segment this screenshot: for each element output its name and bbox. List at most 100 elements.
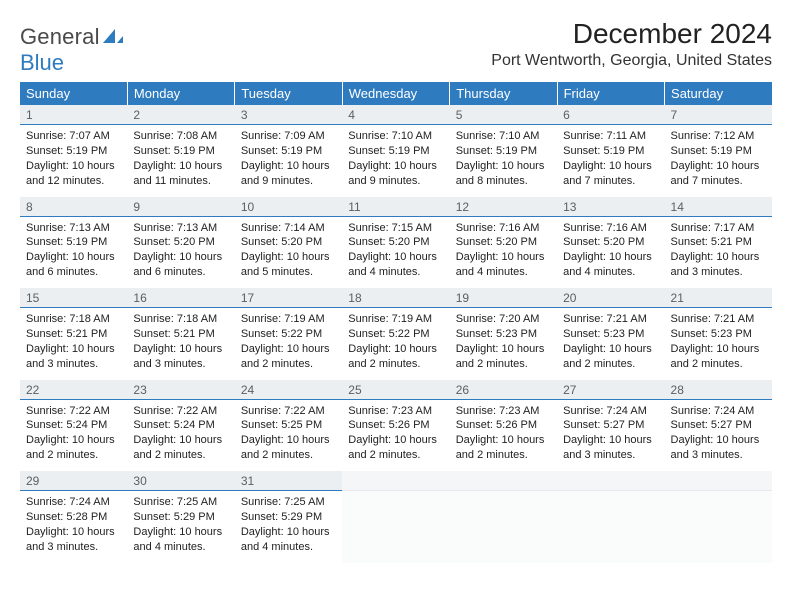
day-content-cell: Sunrise: 7:12 AMSunset: 5:19 PMDaylight:… bbox=[665, 125, 772, 197]
sunrise-line: Sunrise: 7:18 AM bbox=[133, 312, 228, 327]
daylight-line: Daylight: 10 hours and 2 minutes. bbox=[563, 342, 658, 372]
day-content-cell bbox=[557, 491, 664, 563]
sunrise-line: Sunrise: 7:13 AM bbox=[26, 221, 121, 236]
daylight-line: Daylight: 10 hours and 2 minutes. bbox=[456, 433, 551, 463]
day-content-row: Sunrise: 7:24 AMSunset: 5:28 PMDaylight:… bbox=[20, 491, 772, 563]
day-number-cell: 20 bbox=[557, 288, 664, 308]
sunrise-line: Sunrise: 7:14 AM bbox=[241, 221, 336, 236]
weekday-header: Thursday bbox=[450, 82, 557, 105]
sunrise-line: Sunrise: 7:10 AM bbox=[456, 129, 551, 144]
daylight-line: Daylight: 10 hours and 2 minutes. bbox=[456, 342, 551, 372]
day-number-cell: 21 bbox=[665, 288, 772, 308]
day-number-cell bbox=[450, 471, 557, 491]
sunrise-line: Sunrise: 7:07 AM bbox=[26, 129, 121, 144]
daylight-line: Daylight: 10 hours and 4 minutes. bbox=[133, 525, 228, 555]
weekday-header: Monday bbox=[127, 82, 234, 105]
daylight-line: Daylight: 10 hours and 3 minutes. bbox=[563, 433, 658, 463]
daylight-line: Daylight: 10 hours and 6 minutes. bbox=[133, 250, 228, 280]
day-content-cell: Sunrise: 7:19 AMSunset: 5:22 PMDaylight:… bbox=[235, 308, 342, 380]
day-number-cell: 26 bbox=[450, 380, 557, 400]
sunset-line: Sunset: 5:25 PM bbox=[241, 418, 336, 433]
sunrise-line: Sunrise: 7:19 AM bbox=[348, 312, 443, 327]
sunrise-line: Sunrise: 7:22 AM bbox=[133, 404, 228, 419]
day-number-cell: 8 bbox=[20, 197, 127, 217]
day-content-row: Sunrise: 7:13 AMSunset: 5:19 PMDaylight:… bbox=[20, 216, 772, 288]
weekday-header: Tuesday bbox=[235, 82, 342, 105]
day-content-cell: Sunrise: 7:10 AMSunset: 5:19 PMDaylight:… bbox=[342, 125, 449, 197]
day-number-row: 15161718192021 bbox=[20, 288, 772, 308]
day-content-cell: Sunrise: 7:15 AMSunset: 5:20 PMDaylight:… bbox=[342, 216, 449, 288]
month-title: December 2024 bbox=[491, 18, 772, 50]
sunrise-line: Sunrise: 7:12 AM bbox=[671, 129, 766, 144]
day-number-cell: 30 bbox=[127, 471, 234, 491]
day-number-cell: 10 bbox=[235, 197, 342, 217]
daylight-line: Daylight: 10 hours and 2 minutes. bbox=[348, 433, 443, 463]
sunset-line: Sunset: 5:29 PM bbox=[133, 510, 228, 525]
calendar-table: Sunday Monday Tuesday Wednesday Thursday… bbox=[20, 82, 772, 563]
day-number-row: 891011121314 bbox=[20, 197, 772, 217]
day-content-cell: Sunrise: 7:22 AMSunset: 5:24 PMDaylight:… bbox=[127, 399, 234, 471]
page-header: General Blue December 2024 Port Wentwort… bbox=[20, 18, 772, 76]
sunset-line: Sunset: 5:21 PM bbox=[133, 327, 228, 342]
daylight-line: Daylight: 10 hours and 8 minutes. bbox=[456, 159, 551, 189]
sunrise-line: Sunrise: 7:25 AM bbox=[241, 495, 336, 510]
brand-logo: General Blue bbox=[20, 18, 124, 76]
daylight-line: Daylight: 10 hours and 2 minutes. bbox=[241, 342, 336, 372]
day-number-cell: 19 bbox=[450, 288, 557, 308]
daylight-line: Daylight: 10 hours and 7 minutes. bbox=[671, 159, 766, 189]
sunrise-line: Sunrise: 7:16 AM bbox=[456, 221, 551, 236]
day-number-cell: 23 bbox=[127, 380, 234, 400]
day-number-cell: 13 bbox=[557, 197, 664, 217]
day-number-cell: 9 bbox=[127, 197, 234, 217]
daylight-line: Daylight: 10 hours and 5 minutes. bbox=[241, 250, 336, 280]
day-number-cell: 17 bbox=[235, 288, 342, 308]
daylight-line: Daylight: 10 hours and 2 minutes. bbox=[241, 433, 336, 463]
sunset-line: Sunset: 5:26 PM bbox=[348, 418, 443, 433]
day-content-cell: Sunrise: 7:14 AMSunset: 5:20 PMDaylight:… bbox=[235, 216, 342, 288]
sunset-line: Sunset: 5:19 PM bbox=[348, 144, 443, 159]
day-content-cell: Sunrise: 7:23 AMSunset: 5:26 PMDaylight:… bbox=[450, 399, 557, 471]
sunset-line: Sunset: 5:21 PM bbox=[26, 327, 121, 342]
weekday-header-row: Sunday Monday Tuesday Wednesday Thursday… bbox=[20, 82, 772, 105]
brand-sail-icon bbox=[102, 28, 124, 49]
daylight-line: Daylight: 10 hours and 4 minutes. bbox=[348, 250, 443, 280]
sunrise-line: Sunrise: 7:21 AM bbox=[563, 312, 658, 327]
daylight-line: Daylight: 10 hours and 3 minutes. bbox=[133, 342, 228, 372]
day-number-cell: 7 bbox=[665, 105, 772, 125]
day-number-cell: 2 bbox=[127, 105, 234, 125]
day-number-cell: 24 bbox=[235, 380, 342, 400]
sunrise-line: Sunrise: 7:11 AM bbox=[563, 129, 658, 144]
daylight-line: Daylight: 10 hours and 4 minutes. bbox=[241, 525, 336, 555]
sunrise-line: Sunrise: 7:10 AM bbox=[348, 129, 443, 144]
day-content-cell: Sunrise: 7:13 AMSunset: 5:20 PMDaylight:… bbox=[127, 216, 234, 288]
day-content-cell: Sunrise: 7:16 AMSunset: 5:20 PMDaylight:… bbox=[450, 216, 557, 288]
sunrise-line: Sunrise: 7:21 AM bbox=[671, 312, 766, 327]
sunset-line: Sunset: 5:19 PM bbox=[26, 235, 121, 250]
sunset-line: Sunset: 5:21 PM bbox=[671, 235, 766, 250]
daylight-line: Daylight: 10 hours and 7 minutes. bbox=[563, 159, 658, 189]
sunrise-line: Sunrise: 7:24 AM bbox=[563, 404, 658, 419]
brand-word-2: Blue bbox=[20, 50, 64, 75]
day-content-cell: Sunrise: 7:10 AMSunset: 5:19 PMDaylight:… bbox=[450, 125, 557, 197]
daylight-line: Daylight: 10 hours and 4 minutes. bbox=[563, 250, 658, 280]
day-number-cell: 27 bbox=[557, 380, 664, 400]
day-number-cell: 14 bbox=[665, 197, 772, 217]
sunrise-line: Sunrise: 7:13 AM bbox=[133, 221, 228, 236]
day-content-cell bbox=[342, 491, 449, 563]
day-number-cell bbox=[665, 471, 772, 491]
sunset-line: Sunset: 5:24 PM bbox=[133, 418, 228, 433]
sunset-line: Sunset: 5:20 PM bbox=[348, 235, 443, 250]
daylight-line: Daylight: 10 hours and 9 minutes. bbox=[241, 159, 336, 189]
sunrise-line: Sunrise: 7:25 AM bbox=[133, 495, 228, 510]
sunset-line: Sunset: 5:27 PM bbox=[671, 418, 766, 433]
sunset-line: Sunset: 5:19 PM bbox=[26, 144, 121, 159]
daylight-line: Daylight: 10 hours and 3 minutes. bbox=[26, 525, 121, 555]
day-number-cell: 22 bbox=[20, 380, 127, 400]
location-subtitle: Port Wentworth, Georgia, United States bbox=[491, 52, 772, 70]
day-content-cell: Sunrise: 7:20 AMSunset: 5:23 PMDaylight:… bbox=[450, 308, 557, 380]
sunrise-line: Sunrise: 7:09 AM bbox=[241, 129, 336, 144]
daylight-line: Daylight: 10 hours and 3 minutes. bbox=[671, 250, 766, 280]
daylight-line: Daylight: 10 hours and 6 minutes. bbox=[26, 250, 121, 280]
sunset-line: Sunset: 5:24 PM bbox=[26, 418, 121, 433]
day-content-cell bbox=[665, 491, 772, 563]
